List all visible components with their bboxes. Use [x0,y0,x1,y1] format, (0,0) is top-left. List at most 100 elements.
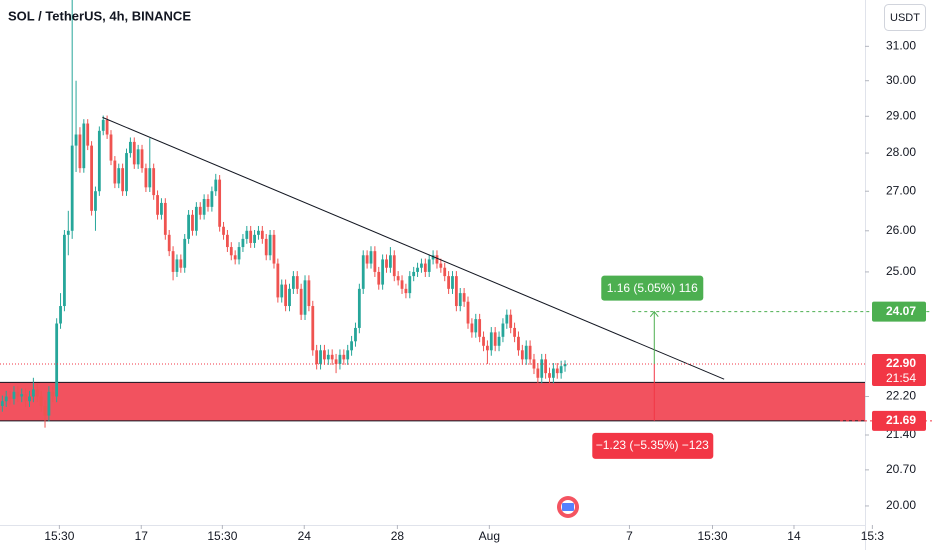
candle-body [291,276,295,289]
candle-body [451,276,454,289]
candle-body [63,234,66,307]
candle-body [513,327,516,337]
candle-body [315,350,319,364]
candle-body [326,354,330,360]
y-tick-label: 20.00 [886,498,916,512]
candle-body [466,301,470,324]
candle-body [140,149,144,169]
candle-body [369,251,373,264]
x-tick-label: 15:30 [697,529,727,543]
y-tick-label: 25.00 [886,264,916,278]
candle-body [540,359,544,378]
candle-body [163,202,167,235]
price-label: 24.07 [886,304,916,318]
candle-body [28,396,31,402]
candle-body [323,350,326,360]
candle-body [354,327,357,342]
candle-body [462,293,466,302]
candle-body [59,306,62,324]
candle-body [148,168,152,188]
candle-body [39,396,43,406]
candle-body [357,288,361,328]
candle-body [171,251,175,272]
candle-body [70,145,74,231]
overlay: 1.16 (5.05%) 116 −1.23 (−5.35%) −123 [592,275,932,459]
candle-body [152,168,156,196]
candle-body [307,280,311,307]
candle-body [187,214,191,239]
candle-body [183,238,187,268]
candle-body [408,276,412,294]
candle-body [198,206,202,215]
candle-body [412,271,416,277]
candle-body [245,230,249,239]
candle-body [136,149,140,165]
tradingview-logo [557,496,579,518]
candle-body [105,119,109,135]
candle-body [35,389,39,397]
candle-body [303,280,307,315]
candle-body [272,234,276,264]
candle-body [447,276,451,289]
candle-body [458,293,462,307]
candle-body [43,405,47,416]
target-arrow-head [649,310,659,317]
currency-label[interactable]: USDT [890,12,920,24]
candle-body [229,247,233,256]
candle-body [226,234,229,248]
candle-body [288,288,291,307]
candle-body [396,276,400,281]
candle-body [121,168,125,192]
candle-body [214,179,218,192]
y-tick-label: 26.00 [886,223,916,237]
trend-line [102,116,725,380]
candle-body [517,336,520,351]
candle-body [90,145,93,211]
candle-body [392,255,396,277]
candle-body [82,123,86,169]
candle-body [431,255,435,260]
x-tick-label: 28 [391,529,405,543]
candle-body [559,366,563,374]
candle-body [249,230,253,243]
x-tick-label: 24 [298,529,312,543]
candle-body [330,354,334,360]
candle-body [423,263,427,272]
candle-body [385,259,388,268]
candle-body [280,284,284,298]
candle-body [474,319,478,333]
candle-body [0,401,4,406]
chart-title: SOL / TetherUS, 4h, BINANCE [8,8,191,23]
candle-body [241,238,245,248]
candle-body [268,234,272,256]
candle-body [128,141,132,154]
candle-body [109,134,113,161]
candle-body [299,288,303,315]
candle-body [284,284,288,307]
candle-body [435,255,439,264]
x-tick-label: 15:30 [44,529,74,543]
candle-body [202,199,206,215]
x-tick-label: 14 [787,529,801,543]
target-label-box [601,275,704,301]
candle-body [427,259,431,272]
candle-body [156,195,159,215]
candle-body [12,391,16,399]
candle-body [443,267,447,277]
x-tick-label: 15:30 [207,529,237,543]
candle-body [493,332,497,346]
candle-body [78,134,82,169]
candle-body [264,238,268,256]
candle-body [551,368,555,378]
candle-body [97,130,101,192]
candle-body [47,391,51,416]
candle-body [404,288,408,294]
candle-body [160,202,163,215]
currency-button[interactable] [884,4,926,31]
candle-body [482,336,485,346]
price-label-box [872,353,926,386]
candle-body [24,394,28,402]
candle-body [20,394,24,397]
candle-body [346,350,350,360]
candle-body [125,153,128,192]
